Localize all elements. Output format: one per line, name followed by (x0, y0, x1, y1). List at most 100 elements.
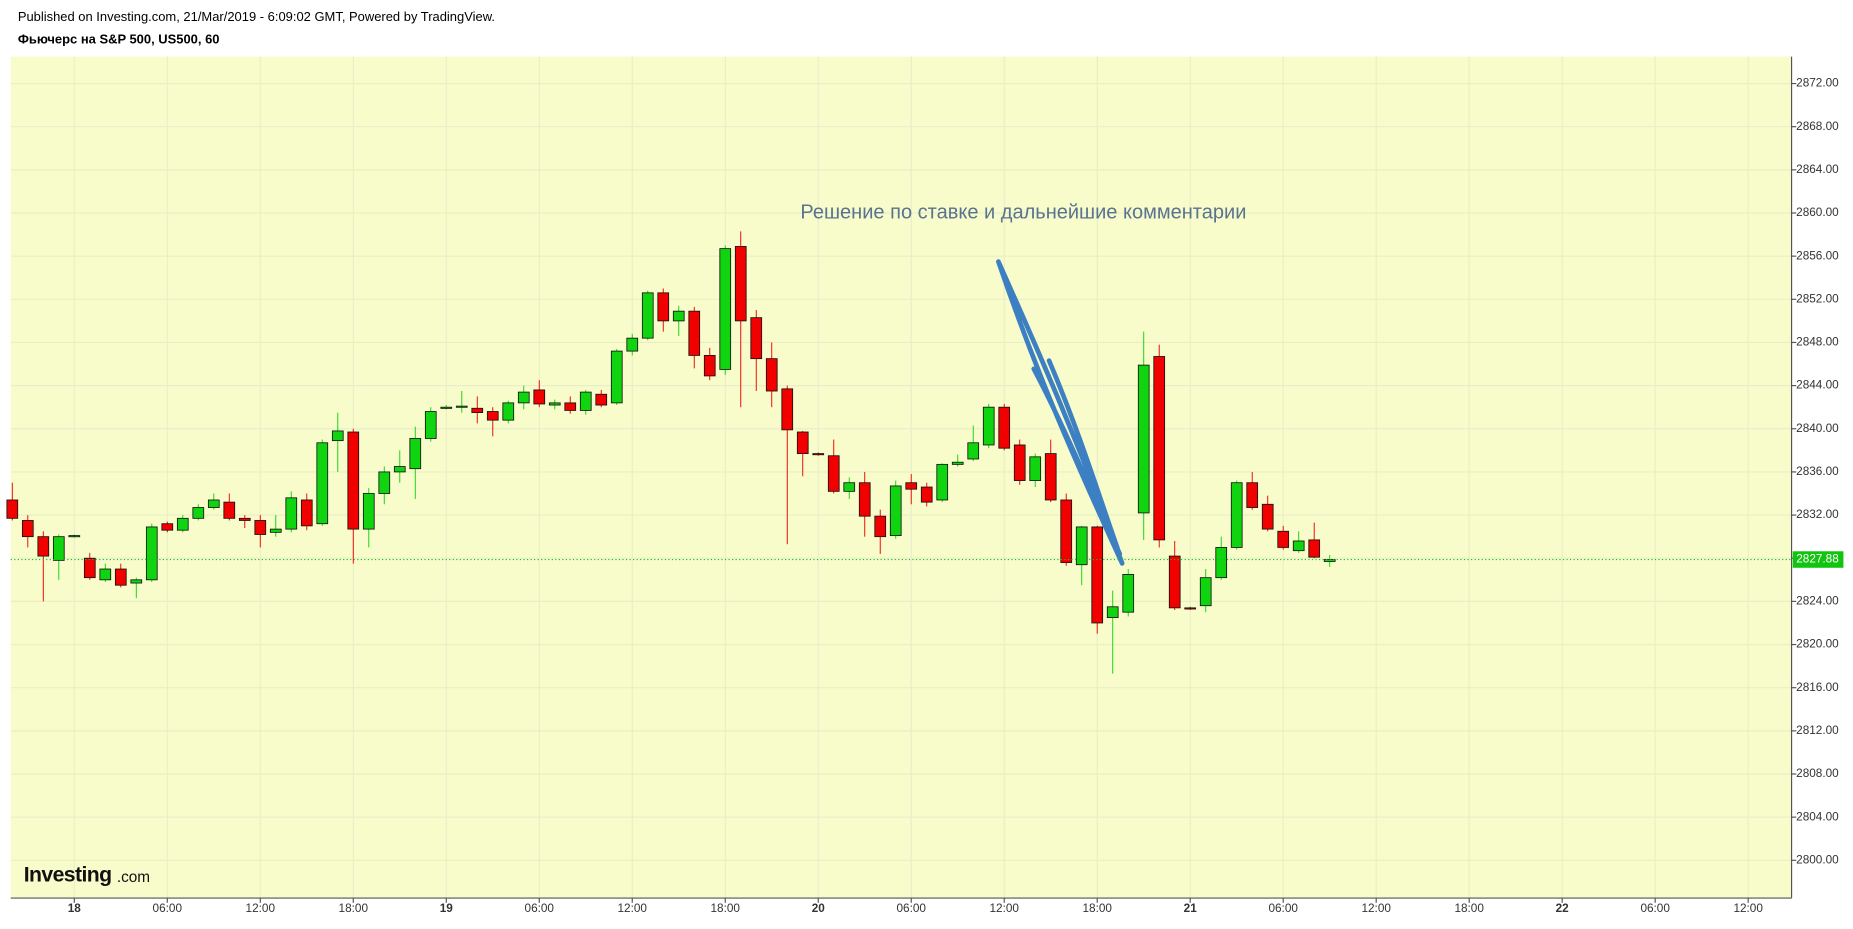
y-tick-label: 2824.00 (1796, 594, 1839, 607)
y-tick-label: 2832.00 (1796, 508, 1839, 521)
candle-body (207, 499, 220, 508)
candle-body (564, 402, 577, 411)
x-tick-label: 19 (440, 902, 454, 915)
candle-body (827, 455, 840, 492)
y-tick-label: 2864.00 (1796, 163, 1839, 176)
candle-body (192, 507, 205, 519)
y-tick-label: 2800.00 (1796, 853, 1839, 866)
y-tick-label: 2836.00 (1796, 465, 1839, 478)
candle-body (471, 407, 484, 414)
candle-body (967, 442, 980, 460)
candle-body (1261, 503, 1274, 530)
candle-body (672, 310, 685, 322)
x-tick-label: 18:00 (1082, 902, 1112, 915)
x-tick-label: 18 (68, 902, 82, 915)
x-tick-label: 06:00 (1268, 902, 1298, 915)
last-price-label: 2827.88 (1796, 553, 1839, 566)
candle-body (99, 568, 112, 581)
y-tick-label: 2872.00 (1796, 77, 1839, 90)
candle-body (1029, 456, 1042, 481)
candle-body (176, 517, 189, 531)
candle-body (1060, 499, 1073, 563)
candle-body (843, 482, 856, 492)
candle-body (951, 461, 964, 465)
candle-body (424, 411, 437, 439)
candle-body (486, 411, 499, 421)
candle-body (781, 388, 794, 431)
x-tick-label: 22 (1556, 902, 1570, 915)
candle-body (765, 358, 778, 392)
candle-body (455, 405, 468, 408)
x-tick-label: 18:00 (711, 902, 741, 915)
candle-body (6, 499, 19, 519)
x-tick-label: 12:00 (1361, 902, 1391, 915)
x-tick-label: 06:00 (1640, 902, 1670, 915)
candle-body (238, 517, 251, 521)
candle-body (719, 248, 732, 370)
candle-body (1246, 482, 1259, 508)
x-tick-label: 12:00 (990, 902, 1020, 915)
x-tick-label: 18:00 (339, 902, 369, 915)
candle-body (858, 482, 871, 517)
candle-body (982, 406, 995, 446)
y-tick-label: 2812.00 (1796, 724, 1839, 737)
candle-body (1044, 453, 1057, 501)
x-tick-label: 21 (1184, 902, 1198, 915)
candle-body (130, 579, 143, 584)
candle-body (1091, 526, 1104, 624)
candle-body (502, 402, 515, 421)
y-tick-label: 2852.00 (1796, 292, 1839, 305)
candle-body (223, 501, 236, 519)
candle-body (1292, 540, 1305, 552)
x-tick-label: 12:00 (1733, 902, 1763, 915)
candle-body (21, 520, 34, 538)
y-tick-label: 2856.00 (1796, 249, 1839, 262)
candle-body (998, 406, 1011, 449)
candle-body (1122, 574, 1135, 613)
last-price-box (1792, 551, 1844, 568)
candle-body (331, 430, 344, 442)
candle-body (688, 310, 701, 356)
candle-body (362, 493, 375, 530)
candle-body (114, 568, 127, 586)
y-tick-label: 2844.00 (1796, 379, 1839, 392)
x-tick-label: 06:00 (525, 902, 555, 915)
symbol-title: Фьючерс на S&P 500, US500, 60 (18, 31, 220, 46)
candle-body (657, 292, 670, 322)
candle-body (750, 317, 763, 360)
candle-body (703, 354, 716, 377)
candle-body (1215, 547, 1228, 579)
x-tick-label: 06:00 (153, 902, 183, 915)
candle-body (1106, 606, 1119, 618)
candle-body (936, 463, 949, 501)
candle-body (145, 526, 158, 581)
x-tick-label: 12:00 (618, 902, 648, 915)
candle-body (1277, 530, 1290, 548)
candle-body (285, 497, 298, 530)
logo-suffix: .com (117, 869, 150, 886)
y-tick-label: 2804.00 (1796, 810, 1839, 823)
candle-body (37, 536, 50, 557)
candle-body (874, 515, 887, 538)
candle-body (641, 292, 654, 339)
candle-body (393, 466, 406, 473)
candle-body (1153, 356, 1166, 541)
y-tick-label: 2848.00 (1796, 336, 1839, 349)
candle-body (595, 393, 608, 406)
candle-body (1137, 364, 1150, 514)
logo-name: Investing (24, 863, 112, 886)
candle-body (1075, 526, 1088, 566)
annotation: Решение по ставке и дальнейшие комментар… (800, 202, 1246, 224)
plot-area (10, 56, 1792, 899)
y-tick-label: 2860.00 (1796, 206, 1839, 219)
candle-body (1308, 539, 1321, 558)
y-tick-label: 2808.00 (1796, 767, 1839, 780)
candle-body (254, 520, 267, 535)
x-tick-label: 18:00 (1454, 902, 1484, 915)
candle-body (610, 350, 623, 404)
candle-body (626, 337, 639, 352)
candle-body (548, 402, 561, 406)
candle-body (316, 442, 329, 525)
